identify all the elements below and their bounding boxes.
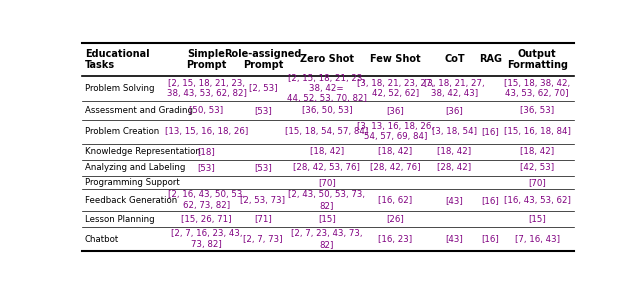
Text: [2, 15, 18, 21, 23,
38, 43, 53, 62, 82]: [2, 15, 18, 21, 23, 38, 43, 53, 62, 82]: [166, 79, 246, 98]
Text: [42, 53]: [42, 53]: [520, 163, 554, 172]
Text: [2, 7, 73]: [2, 7, 73]: [243, 234, 283, 244]
Text: Analyzing and Labeling: Analyzing and Labeling: [85, 163, 186, 172]
Text: [3, 13, 16, 18, 26,
54, 57, 69, 84]: [3, 13, 16, 18, 26, 54, 57, 69, 84]: [357, 122, 434, 141]
Text: [43]: [43]: [445, 196, 463, 205]
Text: [36]: [36]: [387, 106, 404, 115]
Text: [16]: [16]: [482, 196, 499, 205]
Text: [36, 50, 53]: [36, 50, 53]: [301, 106, 352, 115]
Text: [15, 16, 18, 84]: [15, 16, 18, 84]: [504, 127, 571, 136]
Text: [70]: [70]: [318, 178, 335, 187]
Text: [28, 42, 76]: [28, 42, 76]: [371, 163, 420, 172]
Text: Feedback Generation: Feedback Generation: [85, 196, 177, 205]
Text: RAG: RAG: [479, 55, 502, 65]
Text: Problem Creation: Problem Creation: [85, 127, 159, 136]
Text: [13, 15, 16, 18, 26]: [13, 15, 16, 18, 26]: [165, 127, 248, 136]
Text: [70]: [70]: [528, 178, 546, 187]
Text: Programming Support: Programming Support: [85, 178, 180, 187]
Text: [7, 16, 43]: [7, 16, 43]: [515, 234, 560, 244]
Text: [16, 62]: [16, 62]: [378, 196, 413, 205]
Text: [16]: [16]: [482, 234, 499, 244]
Text: [2, 53]: [2, 53]: [248, 84, 277, 93]
Text: [2, 43, 50, 53, 73,
82]: [2, 43, 50, 53, 73, 82]: [288, 191, 365, 210]
Text: [53]: [53]: [254, 163, 272, 172]
Text: [15, 18, 54, 57, 84]: [15, 18, 54, 57, 84]: [285, 127, 369, 136]
Text: [2, 15, 18, 21, 23,
38, 42=
44, 52, 53, 70, 82]: [2, 15, 18, 21, 23, 38, 42= 44, 52, 53, …: [287, 73, 367, 103]
Text: [18, 42]: [18, 42]: [437, 147, 472, 156]
Text: [18]: [18]: [198, 147, 215, 156]
Text: [28, 42]: [28, 42]: [437, 163, 472, 172]
Text: [3, 18, 21, 23, 27,
42, 52, 62]: [3, 18, 21, 23, 27, 42, 52, 62]: [357, 79, 434, 98]
Text: Output
Formatting: Output Formatting: [507, 49, 568, 70]
Text: Knowledge Representation: Knowledge Representation: [85, 147, 201, 156]
Text: Lesson Planning: Lesson Planning: [85, 215, 155, 224]
Text: [3, 18, 54]: [3, 18, 54]: [432, 127, 477, 136]
Text: [18, 42]: [18, 42]: [310, 147, 344, 156]
Text: [43]: [43]: [445, 234, 463, 244]
Text: Simple
Prompt: Simple Prompt: [186, 49, 227, 70]
Text: Zero Shot: Zero Shot: [300, 55, 354, 65]
Text: [53]: [53]: [254, 106, 272, 115]
Text: [15, 26, 71]: [15, 26, 71]: [181, 215, 232, 224]
Text: [18, 42]: [18, 42]: [520, 147, 554, 156]
Text: [3, 18, 21, 27,
38, 42, 43]: [3, 18, 21, 27, 38, 42, 43]: [424, 79, 484, 98]
Text: [2, 53, 73]: [2, 53, 73]: [241, 196, 285, 205]
Text: [16]: [16]: [482, 127, 499, 136]
Text: [15]: [15]: [318, 215, 335, 224]
Text: Educational
Tasks: Educational Tasks: [85, 49, 150, 70]
Text: [15]: [15]: [528, 215, 546, 224]
Text: [2, 16, 43, 50, 53,
62, 73, 82]: [2, 16, 43, 50, 53, 62, 73, 82]: [168, 191, 245, 210]
Text: [36, 53]: [36, 53]: [520, 106, 554, 115]
Text: [28, 42, 53, 76]: [28, 42, 53, 76]: [293, 163, 360, 172]
Text: Assessment and Grading: Assessment and Grading: [85, 106, 193, 115]
Text: [2, 7, 23, 43, 73,
82]: [2, 7, 23, 43, 73, 82]: [291, 229, 362, 249]
Text: CoT: CoT: [444, 55, 465, 65]
Text: Role-assigned
Prompt: Role-assigned Prompt: [224, 49, 301, 70]
Text: Chatbot: Chatbot: [85, 234, 119, 244]
Text: [71]: [71]: [254, 215, 272, 224]
Text: Problem Solving: Problem Solving: [85, 84, 154, 93]
Text: [18, 42]: [18, 42]: [378, 147, 413, 156]
Text: [16, 23]: [16, 23]: [378, 234, 413, 244]
Text: [50, 53]: [50, 53]: [189, 106, 223, 115]
Text: [15, 18, 38, 42,
43, 53, 62, 70]: [15, 18, 38, 42, 43, 53, 62, 70]: [504, 79, 570, 98]
Text: Few Shot: Few Shot: [370, 55, 421, 65]
Text: [2, 7, 16, 23, 43,
73, 82]: [2, 7, 16, 23, 43, 73, 82]: [171, 229, 242, 249]
Text: [36]: [36]: [445, 106, 463, 115]
Text: [53]: [53]: [198, 163, 215, 172]
Text: [16, 43, 53, 62]: [16, 43, 53, 62]: [504, 196, 571, 205]
Text: [26]: [26]: [387, 215, 404, 224]
